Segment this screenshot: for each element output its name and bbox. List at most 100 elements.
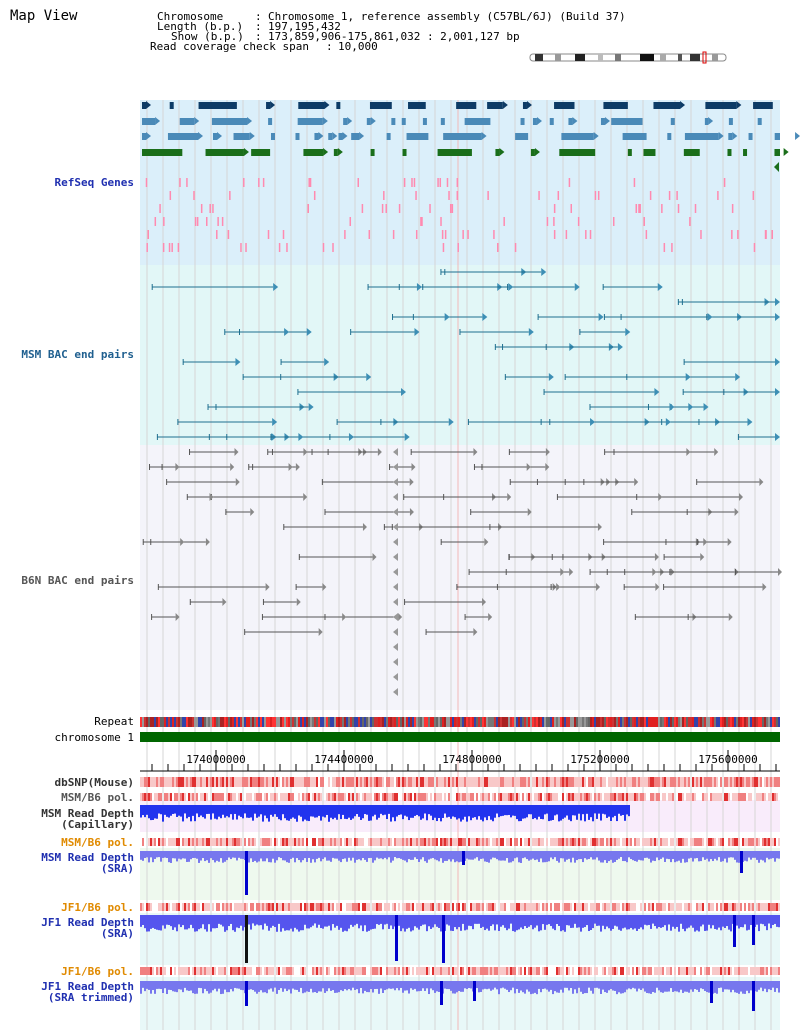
depth-bar [540, 981, 542, 993]
polymorphism-mark [318, 793, 320, 801]
repeat-feature [554, 717, 556, 727]
polymorphism-mark [188, 793, 190, 801]
polymorphism-mark [398, 777, 400, 787]
track-label-msm-bac[interactable]: MSM BAC end pairs [21, 348, 134, 361]
polymorphism-mark [428, 967, 430, 975]
track-label-b6n-bac[interactable]: B6N BAC end pairs [21, 574, 134, 587]
polymorphism-mark [742, 967, 744, 975]
pink-feature [286, 243, 288, 252]
depth-bar [544, 915, 546, 930]
depth-bar [478, 915, 480, 924]
polymorphism-mark [554, 793, 556, 801]
depth-bar [412, 805, 414, 818]
repeat-feature [340, 717, 342, 727]
depth-bar [576, 981, 578, 994]
depth-bar [496, 851, 498, 860]
bac-arrow [416, 283, 422, 291]
depth-bar [744, 915, 746, 925]
depth-bar [162, 851, 164, 858]
bac-arrow [665, 418, 671, 426]
polymorphism-mark [224, 967, 226, 975]
polymorphism-mark [514, 903, 516, 911]
polymorphism-mark [278, 967, 280, 975]
repeat-feature [516, 717, 518, 727]
polymorphism-mark [650, 777, 652, 787]
polymorphism-mark [398, 838, 400, 846]
track-label-msm-depth-capillary[interactable]: MSM Read Depth (Capillary) [41, 807, 134, 831]
repeat-feature [630, 717, 632, 727]
track-label-chromosome[interactable]: chromosome 1 [54, 731, 134, 744]
track-label-jf1-b6-pol-1[interactable]: JF1/B6 pol. [61, 901, 134, 914]
repeat-feature [372, 717, 374, 727]
repeat-feature [176, 717, 178, 727]
track-label-jf1-depth-sra[interactable]: JF1 Read Depth (SRA) [41, 916, 134, 940]
depth-bar [586, 981, 588, 994]
polymorphism-mark [686, 967, 688, 975]
polymorphism-mark [598, 777, 600, 787]
polymorphism-mark [602, 967, 604, 975]
polymorphism-mark [202, 903, 204, 911]
pink-feature [221, 217, 224, 226]
repeat-feature [328, 717, 330, 727]
depth-bar [408, 981, 410, 994]
track-label-jf1-b6-pol-2[interactable]: JF1/B6 pol. [61, 965, 134, 978]
depth-bar [480, 915, 482, 928]
polymorphism-mark [558, 838, 560, 846]
bac-arrow [655, 583, 660, 591]
bac-arrow [778, 568, 782, 576]
depth-bar [194, 805, 196, 822]
depth-bar [622, 805, 624, 816]
track-label-msm-b6-pol-1[interactable]: MSM/B6 pol. [61, 791, 134, 804]
depth-bar [600, 851, 602, 863]
pink-feature [243, 178, 245, 187]
depth-bar [534, 915, 536, 928]
repeat-feature [668, 717, 670, 727]
depth-bar [778, 981, 780, 993]
polymorphism-mark [774, 838, 776, 846]
polymorphism-mark [344, 838, 346, 846]
bac-arrow [669, 403, 675, 411]
depth-bar [174, 851, 176, 859]
polymorphism-mark [582, 793, 584, 801]
track-label-refseq[interactable]: RefSeq Genes [54, 176, 134, 189]
track-label-dbsnp[interactable]: dbSNP(Mouse) [54, 776, 134, 789]
polymorphism-mark [632, 903, 634, 911]
depth-bar [646, 851, 648, 858]
depth-bar [434, 981, 436, 993]
depth-bar [456, 805, 458, 820]
depth-bar [324, 981, 326, 993]
depth-bar [710, 851, 712, 860]
polymorphism-mark [776, 793, 778, 801]
polymorphism-mark [542, 838, 544, 846]
depth-bar [148, 805, 150, 819]
repeat-feature [442, 717, 444, 727]
polymorphism-mark [162, 777, 164, 787]
depth-bar [188, 805, 190, 817]
repeat-feature [584, 717, 586, 727]
polymorphism-mark [476, 838, 478, 846]
polymorphism-mark [476, 903, 478, 911]
depth-bar [150, 981, 152, 994]
polymorphism-mark [610, 777, 612, 787]
polymorphism-mark [302, 838, 304, 846]
pink-feature [676, 191, 678, 200]
polymorphism-mark [602, 777, 604, 787]
polymorphism-mark [466, 777, 468, 787]
depth-bar [530, 805, 532, 815]
track-label-msm-depth-sra[interactable]: MSM Read Depth (SRA) [41, 851, 134, 875]
depth-bar [390, 915, 392, 926]
bac-arrow [322, 583, 327, 591]
track-label-jf1-depth-trimmed[interactable]: JF1 Read Depth (SRA trimmed) [41, 980, 134, 1004]
polymorphism-mark [492, 967, 494, 975]
polymorphism-mark [250, 967, 252, 975]
gene-arrow [572, 117, 578, 125]
polymorphism-mark [348, 967, 350, 975]
polymorphism-mark [618, 903, 620, 911]
polymorphism-mark [314, 903, 316, 911]
track-label-msm-b6-pol-2[interactable]: MSM/B6 pol. [61, 836, 134, 849]
repeat-feature [738, 717, 740, 727]
track-label-repeat[interactable]: Repeat [94, 715, 134, 728]
polymorphism-mark [472, 903, 474, 911]
bac-arrow [688, 403, 694, 411]
polymorphism-mark [266, 967, 268, 975]
